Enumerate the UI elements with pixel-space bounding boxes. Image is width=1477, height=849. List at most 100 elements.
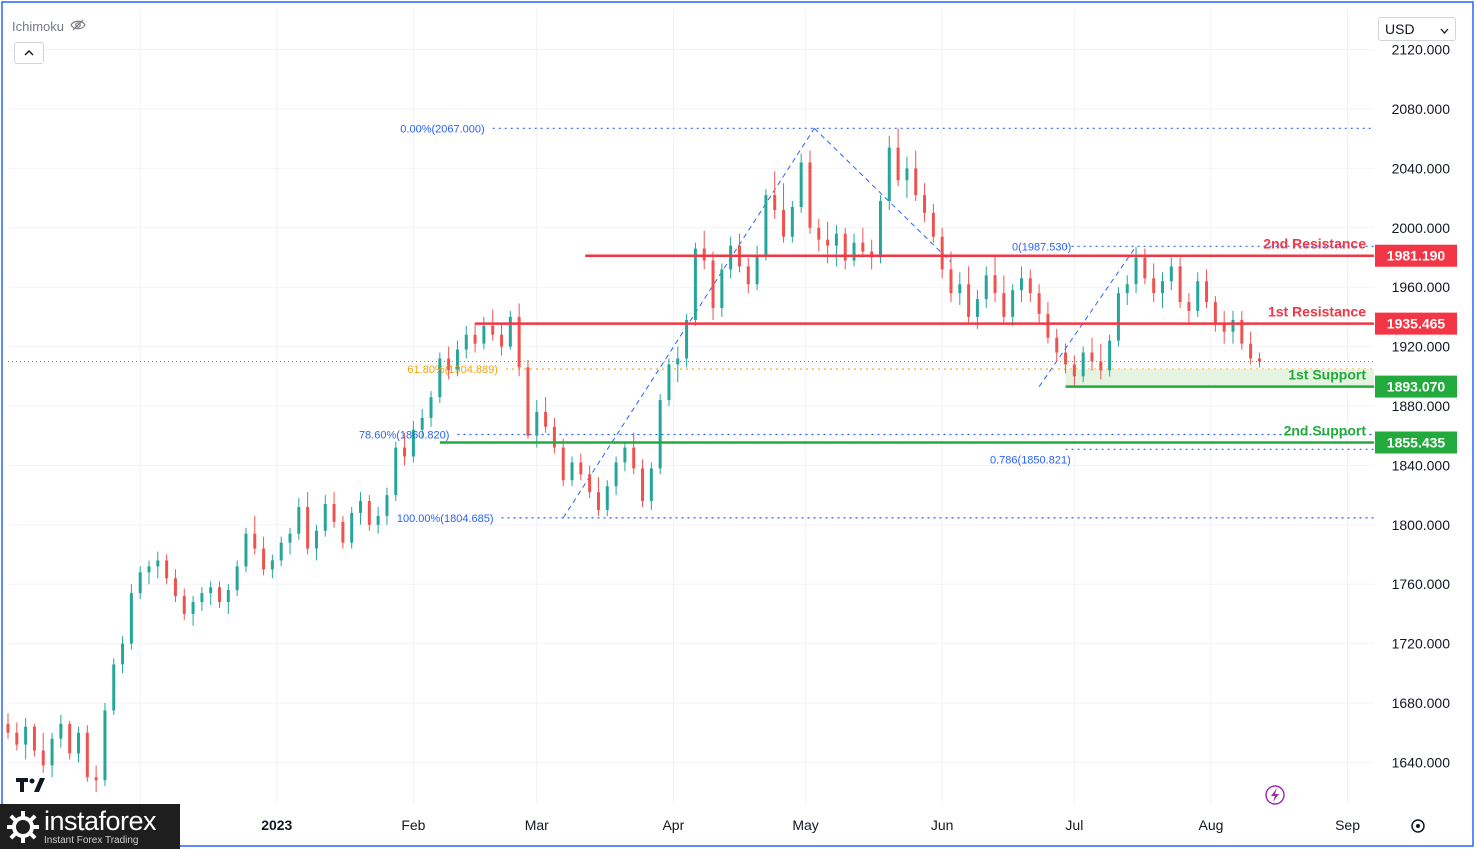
tradingview-logo-icon[interactable] <box>16 776 46 800</box>
chevron-up-icon <box>24 47 34 59</box>
candle-body <box>693 248 697 320</box>
candle-body <box>473 334 477 344</box>
indicator-legend: Ichimoku <box>12 19 86 34</box>
candle <box>41 732 45 773</box>
candle <box>112 658 116 715</box>
candle <box>218 581 222 608</box>
candle <box>940 227 944 279</box>
candle-body <box>491 325 495 335</box>
candle-body <box>914 168 918 196</box>
candle-body <box>1160 281 1164 294</box>
1st-resistance-label: 1st Resistance <box>1268 304 1366 320</box>
candle <box>482 316 486 350</box>
candle <box>156 551 160 579</box>
candle-body <box>1002 293 1006 317</box>
y-tick-label: 1920.000 <box>1392 339 1451 355</box>
candle-body <box>1213 302 1217 323</box>
candle-body <box>508 316 512 347</box>
candle <box>967 266 971 323</box>
1st-support-price-badge <box>1375 375 1457 398</box>
candle <box>1231 310 1235 344</box>
candle-body <box>1134 257 1138 285</box>
1st-support-label: 1st Support <box>1288 367 1366 383</box>
candle-body <box>923 195 927 213</box>
candle <box>473 322 477 353</box>
candle <box>958 272 962 306</box>
candle <box>24 717 28 760</box>
candle-body <box>1169 266 1173 282</box>
candle <box>491 309 495 341</box>
candle-body <box>182 596 186 614</box>
candle-body <box>1240 319 1244 344</box>
candle <box>94 765 98 793</box>
candle-body <box>905 168 909 181</box>
x-tick-label: Jun <box>931 817 954 833</box>
candle-body <box>482 325 486 344</box>
candle-body <box>129 593 133 644</box>
candle-body <box>68 723 72 754</box>
candle-body <box>649 468 653 502</box>
candle-body <box>984 275 988 300</box>
candle <box>121 636 125 674</box>
candle-body <box>332 504 336 522</box>
lightning-icon[interactable] <box>1265 785 1285 805</box>
candle-body <box>887 147 891 202</box>
candle <box>552 417 556 454</box>
candle-body <box>1081 352 1085 377</box>
candle-body <box>50 738 54 766</box>
candle <box>632 432 636 475</box>
candle-body <box>6 723 10 733</box>
candle <box>914 150 918 202</box>
gear-icon[interactable] <box>1411 819 1425 833</box>
candle-body <box>720 269 724 308</box>
candle-body <box>641 468 645 502</box>
candle <box>790 201 794 243</box>
candle <box>68 720 72 760</box>
candle <box>341 515 345 549</box>
candle <box>367 495 371 531</box>
candle <box>1099 343 1103 380</box>
collapse-legend-button[interactable] <box>14 42 44 64</box>
y-tick-label: 1840.000 <box>1392 457 1451 473</box>
candle <box>782 183 786 243</box>
2nd-resistance-label: 2nd Resistance <box>1263 236 1366 252</box>
candle <box>923 183 927 222</box>
candle-body <box>1037 293 1041 314</box>
candle-body <box>447 358 451 371</box>
candle <box>403 432 407 466</box>
candle <box>288 527 292 555</box>
candle <box>1125 275 1129 306</box>
candle-body <box>1222 322 1226 332</box>
candle <box>235 560 239 597</box>
candle <box>50 732 54 778</box>
candle-body <box>279 542 283 561</box>
candle <box>15 722 19 751</box>
candle <box>394 441 398 502</box>
candle-body <box>834 233 838 246</box>
candle <box>861 227 865 258</box>
candle-body <box>826 239 830 246</box>
candle <box>614 456 618 496</box>
candle <box>896 128 900 187</box>
1st-support-price-label: 1893.070 <box>1387 379 1446 395</box>
candle <box>447 346 451 380</box>
candle-body <box>297 506 301 534</box>
eye-crossed-icon[interactable] <box>70 19 86 34</box>
candle-body <box>579 462 583 475</box>
candle-body <box>1019 278 1023 291</box>
candle <box>297 498 301 540</box>
candle <box>1178 257 1182 308</box>
candle <box>6 713 10 739</box>
support-zone <box>1065 369 1374 387</box>
candle-body <box>1099 361 1103 371</box>
2nd-support-price-badge <box>1375 431 1457 454</box>
candle-body <box>359 501 363 513</box>
currency-select[interactable]: USD <box>1378 17 1456 41</box>
candle <box>77 726 81 763</box>
candle <box>1160 272 1164 308</box>
y-tick-label: 1880.000 <box>1392 398 1451 414</box>
candle <box>720 263 724 317</box>
candle <box>729 236 733 279</box>
